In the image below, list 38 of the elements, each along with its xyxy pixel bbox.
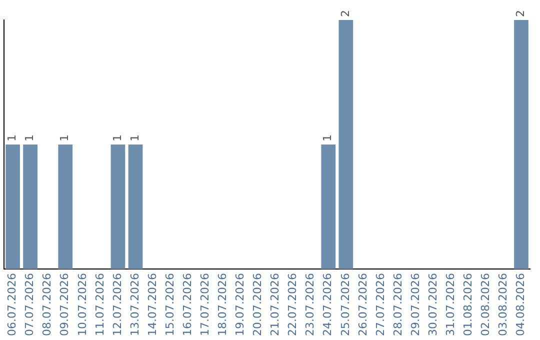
x-tick-label: 23.07.2026 [304, 273, 317, 336]
x-tick-label: 30.07.2026 [426, 273, 440, 336]
x-tick-label: 09.07.2026 [58, 273, 72, 336]
x-tick-label: 01.08.2026 [461, 273, 474, 336]
x-tick-label: 19.07.2026 [234, 273, 247, 336]
x-tick-label: 03.08.2026 [496, 273, 510, 336]
x-tick-label: 29.07.2026 [408, 273, 422, 336]
x-tick-label: 28.07.2026 [391, 273, 404, 336]
x-tick-label: 22.07.2026 [286, 273, 300, 336]
x-tick-label: 18.07.2026 [216, 273, 230, 336]
x-tick-label: 10.07.2026 [76, 273, 89, 336]
x-tick-label: 27.07.2026 [374, 273, 387, 336]
data-label: 1 [321, 134, 334, 142]
x-tick-label: 13.07.2026 [128, 273, 142, 336]
x-tick-label: 21.07.2026 [268, 273, 282, 336]
data-label: 1 [128, 134, 142, 142]
data-label: 1 [58, 134, 72, 142]
x-tick-label: 25.07.2026 [338, 273, 352, 336]
x-tick-label: 02.08.2026 [479, 273, 492, 336]
data-label: 1 [110, 134, 124, 142]
x-tick-label: 07.07.2026 [23, 273, 36, 336]
x-tick-label: 06.07.2026 [6, 273, 19, 336]
x-tick-label: 16.07.2026 [180, 273, 194, 336]
x-tick-label: 11.07.2026 [93, 273, 106, 336]
data-label: 2 [338, 10, 352, 17]
x-tick-label: 24.07.2026 [321, 273, 334, 336]
x-tick-label: 12.07.2026 [110, 273, 124, 336]
x-tick-label: 15.07.2026 [163, 273, 176, 336]
x-tick-label: 08.07.2026 [40, 273, 54, 336]
x-tick-label: 26.07.2026 [356, 273, 370, 336]
x-tick-label: 20.07.2026 [251, 273, 264, 336]
data-label: 1 [23, 134, 36, 142]
data-label: 1 [6, 134, 19, 142]
x-tick-label: 04.08.2026 [514, 273, 528, 336]
x-tick-label: 17.07.2026 [198, 273, 212, 336]
x-tick-label: 31.07.2026 [444, 273, 457, 336]
data-label: 2 [514, 10, 528, 17]
x-tick-label: 14.07.2026 [146, 273, 159, 336]
